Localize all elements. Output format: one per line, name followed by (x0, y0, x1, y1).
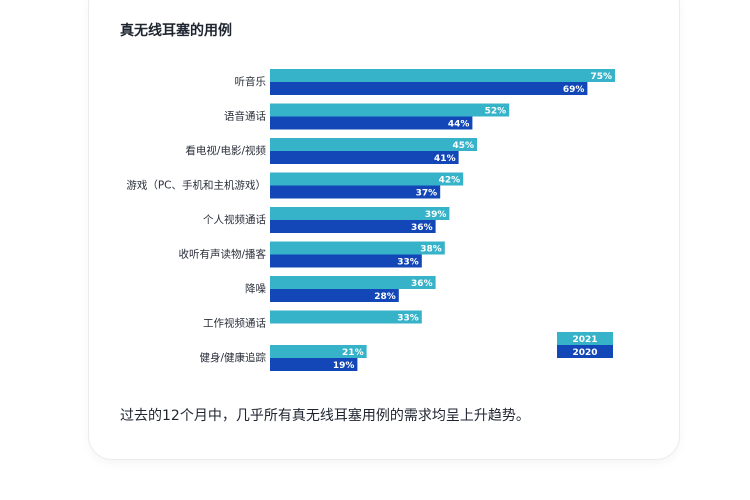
value-label-2020: 44% (448, 119, 470, 129)
bar-2021 (270, 138, 477, 151)
bar-2020 (270, 289, 399, 302)
value-label-2021: 39% (425, 210, 447, 220)
value-label-2021: 21% (342, 348, 364, 358)
legend-swatch-2020 (557, 345, 613, 358)
category-label: 收听有声读物/播客 (178, 248, 266, 261)
bar-2021 (270, 207, 450, 220)
value-label-2021: 42% (439, 175, 461, 185)
category-label: 降噪 (245, 282, 266, 295)
value-label-2020: 19% (333, 361, 355, 371)
bar-2021 (270, 172, 464, 186)
value-label-2020: 33% (397, 257, 419, 267)
bar-2020 (270, 82, 588, 95)
value-label-2020: 28% (374, 292, 396, 302)
bar-2020 (270, 358, 358, 371)
bar-2021 (270, 241, 445, 255)
bar-2021 (270, 69, 615, 82)
bar-2020 (270, 116, 473, 130)
value-label-2021: 38% (420, 244, 442, 254)
category-label: 健身/健康追踪 (199, 351, 266, 364)
chart-title: 真无线耳塞的用例 (120, 23, 232, 39)
bar-2020 (270, 220, 436, 233)
category-label: 游戏（PC、手机和主机游戏） (126, 179, 266, 192)
category-label: 语音通话 (224, 110, 266, 123)
bar-2021 (270, 345, 367, 358)
value-label-2020: 37% (416, 188, 438, 198)
value-label-2021: 36% (411, 279, 433, 289)
category-label: 工作视频通话 (203, 317, 266, 330)
legend-label-2020: 2020 (572, 348, 597, 358)
value-label-2021: 33% (397, 313, 419, 323)
value-label-2020: 41% (434, 154, 456, 164)
value-label-2020: 69% (563, 85, 585, 95)
value-label-2020: 36% (411, 223, 433, 233)
value-label-2021: 45% (452, 141, 474, 151)
legend-label-2021: 2021 (572, 335, 597, 345)
category-label: 听音乐 (235, 75, 267, 88)
category-label: 个人视频通话 (203, 213, 266, 226)
chart-caption: 过去的12个月中，几乎所有真无线耳塞用例的需求均呈上升趋势。 (120, 408, 530, 424)
bar-2020 (270, 151, 459, 164)
category-label: 看电视/电影/视频 (185, 144, 266, 157)
value-label-2021: 52% (485, 106, 507, 116)
bar-2021 (270, 276, 436, 289)
bar-2021 (270, 103, 510, 117)
legend-swatch-2021 (557, 332, 613, 345)
bar-2020 (270, 254, 422, 268)
bar-2020 (270, 185, 441, 199)
bar-2021 (270, 310, 422, 324)
value-label-2021: 75% (590, 72, 612, 82)
